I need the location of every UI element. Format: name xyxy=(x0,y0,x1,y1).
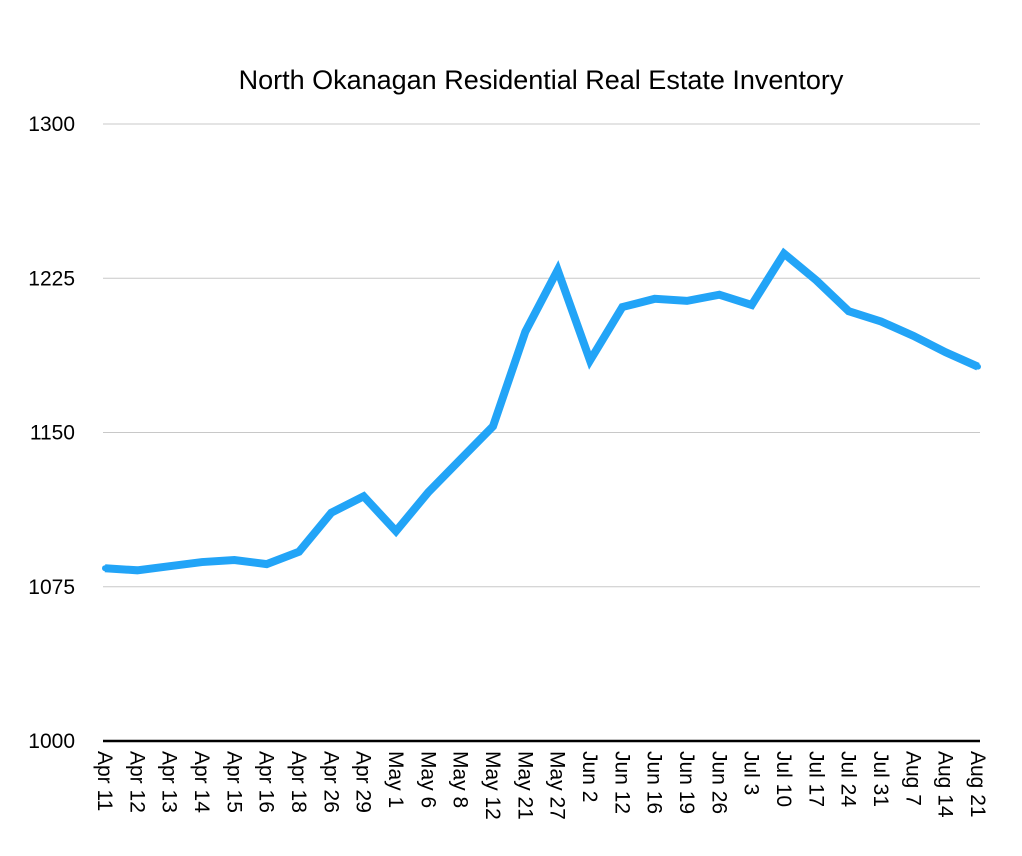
x-tick-label: Apr 13 xyxy=(158,751,181,813)
x-tick-label: Apr 16 xyxy=(255,751,278,813)
data-point xyxy=(490,423,496,430)
series-line xyxy=(104,247,980,575)
data-point xyxy=(134,567,141,574)
data-point xyxy=(522,328,529,335)
x-tick-label: Jun 19 xyxy=(675,751,698,814)
x-tick-label: Jun 16 xyxy=(643,751,666,814)
y-tick-label: 1150 xyxy=(30,422,75,445)
x-tick-label: May 6 xyxy=(416,751,439,808)
data-point xyxy=(910,332,917,339)
data-point xyxy=(554,267,561,274)
x-tick-label: Jul 10 xyxy=(772,751,795,807)
x-tick-label: May 8 xyxy=(449,751,472,808)
y-tick-label: 1000 xyxy=(28,730,75,753)
data-point xyxy=(845,308,852,315)
x-tick-label: Jul 31 xyxy=(869,751,892,807)
data-point xyxy=(231,557,238,564)
data-point xyxy=(813,277,820,284)
x-tick-label: Aug 14 xyxy=(934,751,957,818)
x-tick-label: Aug 7 xyxy=(901,751,924,806)
data-point xyxy=(619,304,626,311)
data-point xyxy=(942,349,949,356)
data-point xyxy=(878,318,884,325)
data-point xyxy=(587,357,593,364)
x-tick-label: Apr 12 xyxy=(125,751,148,813)
x-tick-label: Jun 2 xyxy=(578,751,601,802)
data-point xyxy=(651,295,658,302)
x-tick-label: May 27 xyxy=(546,751,569,820)
x-tick-label: Apr 14 xyxy=(190,751,213,813)
x-tick-label: Apr 11 xyxy=(93,751,116,811)
chart-title: North Okanagan Residential Real Estate I… xyxy=(239,65,844,95)
x-tick-label: May 12 xyxy=(481,751,504,820)
data-point xyxy=(102,565,108,572)
x-tick-label: Jul 24 xyxy=(837,751,860,807)
y-tick-label: 1075 xyxy=(28,576,75,599)
y-axis-ticks: 1000 1075 1150 1225 1300 xyxy=(28,113,75,753)
x-tick-label: May 21 xyxy=(513,751,536,820)
data-point xyxy=(296,548,302,555)
data-point xyxy=(199,559,205,566)
data-point xyxy=(328,509,335,516)
y-tick-label: 1225 xyxy=(28,267,75,290)
gridlines xyxy=(103,123,980,743)
data-point xyxy=(684,297,690,304)
data-point xyxy=(975,363,981,370)
data-point xyxy=(166,563,173,570)
x-tick-label: Apr 26 xyxy=(319,751,342,813)
x-tick-label: Jul 3 xyxy=(740,751,763,795)
x-tick-label: Jun 26 xyxy=(707,751,730,814)
y-tick-label: 1300 xyxy=(28,113,75,136)
data-point xyxy=(781,250,787,257)
data-point xyxy=(457,456,464,463)
data-point xyxy=(263,561,270,568)
x-tick-label: Apr 18 xyxy=(287,751,310,813)
data-point xyxy=(748,301,755,308)
x-tick-label: Apr 15 xyxy=(222,751,245,813)
data-point xyxy=(393,528,399,535)
x-tick-label: Jun 12 xyxy=(610,751,633,814)
x-axis-ticks: Apr 11 Apr 12 Apr 13 Apr 14 Apr 15 Apr 16 Apr … xyxy=(93,751,989,820)
series-layer xyxy=(102,247,981,575)
x-tick-label: Aug 21 xyxy=(966,751,989,818)
data-point xyxy=(360,493,367,500)
x-tick-label: Jul 17 xyxy=(804,751,827,807)
data-point xyxy=(425,489,432,496)
x-tick-label: May 1 xyxy=(384,751,407,808)
data-point xyxy=(716,291,723,298)
x-tick-label: Apr 29 xyxy=(352,751,375,813)
